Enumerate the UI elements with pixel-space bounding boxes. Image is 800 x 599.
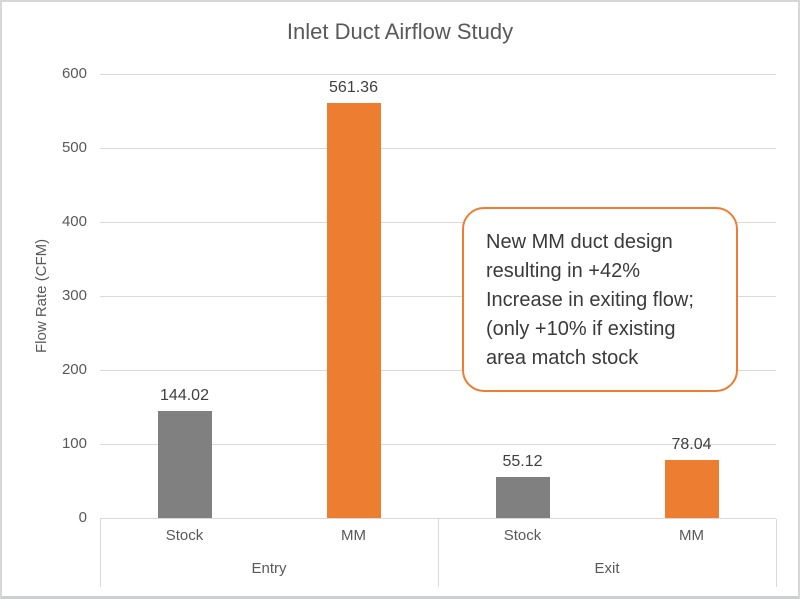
- y-tick-label-100: 100: [61, 435, 87, 452]
- y-tick-label-400: 400: [61, 213, 87, 230]
- annotation-text-line-4: (only +10% if existing: [486, 318, 676, 340]
- y-tick-label-600: 600: [61, 65, 87, 82]
- group-label-entry: Entry: [251, 560, 287, 577]
- category-label-entry-mm: MM: [341, 527, 366, 544]
- data-label-exit-mm: 78.04: [671, 436, 712, 454]
- annotation-callout: New MM duct design resulting in +42% Incre…: [462, 207, 738, 392]
- data-label-exit-stock: 55.12: [502, 453, 543, 471]
- gridline-600: [100, 74, 776, 75]
- y-tick-label-300: 300: [61, 287, 87, 304]
- category-label-exit-stock: Stock: [503, 527, 542, 544]
- annotation-text-line-2: resulting in +42%: [486, 260, 640, 282]
- gridline-100: [100, 444, 776, 445]
- gridline-0: [100, 518, 776, 519]
- bar-exit-stock: [495, 477, 550, 518]
- gridline-400: [100, 222, 776, 223]
- annotation-text-line-3: Increase in exiting flow;: [486, 289, 694, 311]
- gridline-200: [100, 370, 776, 371]
- y-tick-label-0: 0: [78, 509, 87, 526]
- group-label-exit: Exit: [594, 560, 620, 577]
- category-label-exit-mm: MM: [679, 527, 704, 544]
- gridline-500: [100, 148, 776, 149]
- data-label-entry-stock: 144.02: [160, 387, 209, 405]
- category-axis-separator-1: [438, 519, 439, 587]
- y-tick-label-200: 200: [61, 361, 87, 378]
- data-label-entry-mm: 561.36: [329, 78, 378, 96]
- y-tick-label-500: 500: [61, 139, 87, 156]
- bar-exit-mm: [664, 460, 719, 518]
- category-label-entry-stock: Stock: [165, 527, 204, 544]
- category-axis-separator-0: [100, 519, 101, 587]
- annotation-text-line-5: area match stock: [486, 347, 639, 369]
- category-axis-separator-2: [776, 519, 777, 587]
- bar-entry-stock: [157, 411, 212, 518]
- bar-entry-mm: [326, 102, 381, 518]
- annotation-text-line-1: New MM duct design: [486, 231, 673, 253]
- chart-title: Inlet Duct Airflow Study: [286, 19, 514, 44]
- gridline-300: [100, 296, 776, 297]
